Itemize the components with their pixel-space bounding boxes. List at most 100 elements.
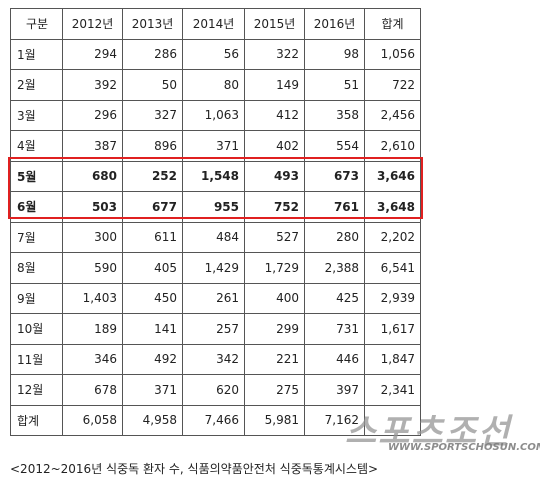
table-cell: 2,388 <box>304 252 365 284</box>
table-row: 9월 1,403 450 261 400 425 2,939 <box>10 282 421 314</box>
data-table: 구분 2012년 2013년 2014년 2015년 2016년 합계 1월 294 286 56 3… <box>10 8 421 436</box>
table-cell: 2,939 <box>364 282 421 314</box>
table-cell: 322 <box>244 38 305 70</box>
table-cell: 527 <box>244 221 305 253</box>
table-cell: 2013년 <box>122 8 183 40</box>
table-row: 1월 294 286 56 322 98 1,056 <box>10 38 421 70</box>
table-cell: 4월 <box>10 130 63 162</box>
table-cell: 620 <box>182 374 245 406</box>
table-row: 3월 296 327 1,063 412 358 2,456 <box>10 99 421 131</box>
table-cell: 149 <box>244 69 305 101</box>
table-cell: 261 <box>182 282 245 314</box>
table-cell <box>364 404 421 436</box>
table-cell: 221 <box>244 343 305 375</box>
table-cell: 189 <box>62 313 123 345</box>
table-cell: 3월 <box>10 99 63 131</box>
table-cell: 387 <box>62 130 123 162</box>
table-cell: 275 <box>244 374 305 406</box>
table-cell: 합계 <box>364 8 421 40</box>
table-cell: 1,548 <box>182 160 245 192</box>
table-cell: 1,403 <box>62 282 123 314</box>
table-cell: 400 <box>244 282 305 314</box>
table-cell: 8월 <box>10 252 63 284</box>
table-cell: 342 <box>182 343 245 375</box>
table-cell: 493 <box>244 160 305 192</box>
table-cell: 294 <box>62 38 123 70</box>
table-cell: 611 <box>122 221 183 253</box>
table-row: 7월 300 611 484 527 280 2,202 <box>10 221 421 253</box>
table-cell: 50 <box>122 69 183 101</box>
caption: <2012~2016년 식중독 환자 수, 식품의약품안전처 식중독통계시스템> <box>10 462 379 476</box>
table-cell: 412 <box>244 99 305 131</box>
table-cell: 7,466 <box>182 404 245 436</box>
table-cell: 397 <box>304 374 365 406</box>
table-row: 5월 680 252 1,548 493 673 3,646 <box>10 160 421 192</box>
table-cell: 492 <box>122 343 183 375</box>
watermark-url: WWW.SPORTSCHOSUN.COM <box>388 442 540 453</box>
table-cell: 56 <box>182 38 245 70</box>
table-cell: 1,056 <box>364 38 421 70</box>
table-cell: 327 <box>122 99 183 131</box>
table-cell: 1,729 <box>244 252 305 284</box>
table-cell: 299 <box>244 313 305 345</box>
table-cell: 98 <box>304 38 365 70</box>
table-cell: 1,617 <box>364 313 421 345</box>
table-row: 12월 678 371 620 275 397 2,341 <box>10 374 421 406</box>
table-cell: 1,063 <box>182 99 245 131</box>
table-cell: 678 <box>62 374 123 406</box>
table-cell: 4,958 <box>122 404 183 436</box>
table-cell: 722 <box>364 69 421 101</box>
table-cell: 1,847 <box>364 343 421 375</box>
table-cell: 1월 <box>10 38 63 70</box>
table-row: 4월 387 896 371 402 554 2,610 <box>10 130 421 162</box>
table-cell: 425 <box>304 282 365 314</box>
table-cell: 280 <box>304 221 365 253</box>
table-cell: 2,456 <box>364 99 421 131</box>
table-cell: 484 <box>182 221 245 253</box>
table-cell: 371 <box>122 374 183 406</box>
table-cell: 346 <box>62 343 123 375</box>
table-row: 11월 346 492 342 221 446 1,847 <box>10 343 421 375</box>
table-cell: 358 <box>304 99 365 131</box>
table-cell: 10월 <box>10 313 63 345</box>
table-cell: 2,610 <box>364 130 421 162</box>
table-row: 10월 189 141 257 299 731 1,617 <box>10 313 421 345</box>
table-cell: 680 <box>62 160 123 192</box>
table-cell: 2012년 <box>62 8 123 40</box>
table-cell: 296 <box>62 99 123 131</box>
table-cell: 2,202 <box>364 221 421 253</box>
table-cell: 371 <box>182 130 245 162</box>
table-cell: 51 <box>304 69 365 101</box>
table-cell: 6,541 <box>364 252 421 284</box>
table-cell: 392 <box>62 69 123 101</box>
table-cell: 300 <box>62 221 123 253</box>
table-cell: 5,981 <box>244 404 305 436</box>
table-cell: 257 <box>182 313 245 345</box>
table-cell: 405 <box>122 252 183 284</box>
table-cell: 80 <box>182 69 245 101</box>
table-cell: 1,429 <box>182 252 245 284</box>
table-cell: 446 <box>304 343 365 375</box>
table-row: 합계 6,058 4,958 7,466 5,981 7,162 <box>10 404 421 436</box>
table-row: 2월 392 50 80 149 51 722 <box>10 69 421 101</box>
table-cell: 252 <box>122 160 183 192</box>
table-cell: 2014년 <box>182 8 245 40</box>
table-cell: 구분 <box>10 8 63 40</box>
table-cell: 731 <box>304 313 365 345</box>
table-cell: 2015년 <box>244 8 305 40</box>
table-cell: 6,058 <box>62 404 123 436</box>
table-cell: 7,162 <box>304 404 365 436</box>
table-cell: 590 <box>62 252 123 284</box>
table-cell: 286 <box>122 38 183 70</box>
highlight-box <box>8 157 423 219</box>
table-cell: 7월 <box>10 221 63 253</box>
table-cell: 3,646 <box>364 160 421 192</box>
table-row: 구분 2012년 2013년 2014년 2015년 2016년 합계 <box>10 8 421 40</box>
watermark-logo: 스포츠조선 <box>345 412 512 452</box>
table-row: 8월 590 405 1,429 1,729 2,388 6,541 <box>10 252 421 284</box>
table-cell: 2,341 <box>364 374 421 406</box>
table-cell: 합계 <box>10 404 63 436</box>
table-cell: 11월 <box>10 343 63 375</box>
table-cell: 12월 <box>10 374 63 406</box>
